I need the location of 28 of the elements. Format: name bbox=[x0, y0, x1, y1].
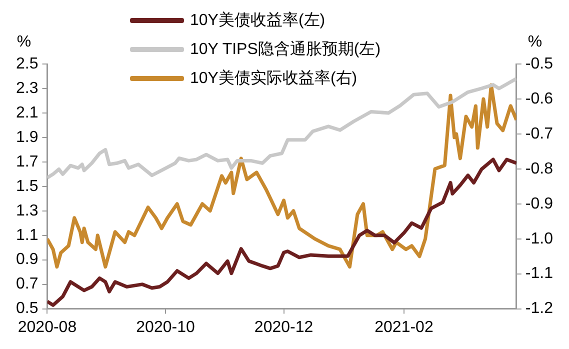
y-tick-label: 1.9 bbox=[16, 128, 38, 146]
y-tick-label: 2.5 bbox=[16, 55, 38, 72]
y2-tick-label: -0.7 bbox=[525, 125, 554, 142]
x-tick-label: 2020-12 bbox=[254, 318, 314, 336]
y-tick-label: 2.1 bbox=[16, 104, 38, 122]
y2-tick-label: -1.2 bbox=[525, 300, 554, 318]
y2-axis-title: % bbox=[528, 33, 542, 50]
y-tick-label: 0.9 bbox=[16, 251, 38, 268]
legend-label: 10Y美债收益率(左) bbox=[190, 10, 326, 31]
y2-tick-label: -0.6 bbox=[525, 90, 554, 108]
legend-label: 10Y美债实际收益率(右) bbox=[190, 68, 358, 89]
y-tick-label: 1.5 bbox=[16, 178, 38, 195]
y-tick-label: 0.5 bbox=[16, 300, 38, 318]
y2-tick-label: -0.8 bbox=[525, 160, 554, 178]
x-tick-label: 2020-08 bbox=[18, 318, 77, 336]
y-axis-title: % bbox=[16, 33, 32, 50]
y2-tick-label: -1.0 bbox=[525, 230, 554, 248]
y2-tick-label: -0.9 bbox=[525, 195, 554, 212]
y-tick-label: 2.3 bbox=[16, 80, 38, 97]
y-tick-label: 1.1 bbox=[16, 226, 38, 244]
y-tick-label: 0.7 bbox=[16, 276, 38, 293]
y2-tick-label: -0.5 bbox=[525, 55, 554, 72]
x-tick-label: 2021-02 bbox=[374, 318, 434, 336]
y-tick-label: 1.3 bbox=[16, 202, 38, 220]
legend-label: 10Y TIPS隐含通胀预期(左) bbox=[190, 40, 381, 60]
y2-tick-label: -1.1 bbox=[525, 265, 554, 282]
y-tick-label: 1.7 bbox=[16, 153, 38, 170]
x-tick-label: 2020-10 bbox=[136, 318, 195, 336]
